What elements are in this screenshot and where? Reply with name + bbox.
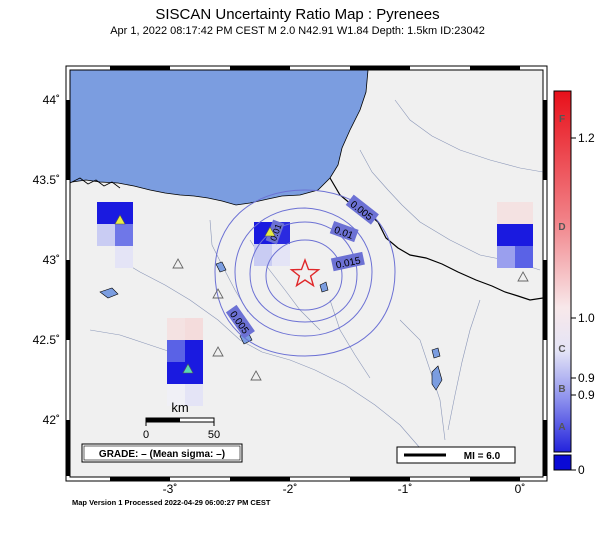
colorbar-value: 0 <box>578 463 585 477</box>
scale-unit: km <box>171 400 188 415</box>
grade-letter: F <box>559 114 565 125</box>
lon-tick-label: 0˚ <box>515 482 526 496</box>
sea-area <box>70 70 369 206</box>
grade-letter: C <box>558 344 565 355</box>
latitude-labels: 44˚ 43.5˚ 43˚ 42.5˚ 42˚ <box>33 93 60 427</box>
station-used-icon <box>264 226 276 237</box>
lon-tick-label: -2˚ <box>283 482 298 496</box>
colorbar-value: 1.0 <box>578 311 595 325</box>
station-used-icon <box>114 214 126 225</box>
grade-letter: B <box>558 384 565 395</box>
scale-left-label: 0 <box>143 429 149 441</box>
contour-label: 0.015 <box>335 255 362 271</box>
grade-letter: A <box>558 422 565 433</box>
colorbar-value: 0.9 <box>578 371 595 385</box>
lat-tick-label: 42˚ <box>43 413 60 427</box>
event-subtitle: Apr 1, 2022 08:17:42 PM CEST M 2.0 N42.9… <box>110 25 485 37</box>
scale-bar: km 0 50 <box>143 400 220 441</box>
uncertainty-cells-east <box>497 202 533 268</box>
uncertainty-cells-south <box>167 318 203 406</box>
lat-tick-label: 43.5˚ <box>33 173 60 187</box>
lat-tick-label: 44˚ <box>43 93 60 107</box>
processing-footer: Map Version 1 Processed 2022-04-29 06:00… <box>72 498 271 507</box>
mi-text: MI = 6.0 <box>464 451 501 462</box>
grade-letter: D <box>558 222 565 233</box>
colorbar-value: 0.9 <box>578 388 595 402</box>
map-title: SISCAN Uncertainty Ratio Map : Pyrenees <box>155 6 440 23</box>
colorbar-value: 1.2 <box>578 131 595 145</box>
seismic-stations <box>172 258 529 381</box>
epicenter-star-icon <box>289 257 321 288</box>
lat-tick-label: 43˚ <box>43 253 60 267</box>
station-used-icon <box>182 363 194 374</box>
uncertainty-cells-west <box>97 202 133 268</box>
mi-box: MI = 6.0 <box>396 446 516 464</box>
scale-right-label: 50 <box>208 429 220 441</box>
lat-tick-label: 42.5˚ <box>33 333 60 347</box>
longitude-labels: -3˚ -2˚ -1˚ 0˚ <box>163 482 526 496</box>
grade-box: GRADE: – (Mean sigma: –) <box>81 443 243 463</box>
lon-tick-label: -3˚ <box>163 482 178 496</box>
colorbar: F D C B A 1.2 1.0 0.9 0.9 0 <box>553 90 595 477</box>
frame-ticks <box>66 66 547 481</box>
grade-text: GRADE: – (Mean sigma: –) <box>99 449 225 460</box>
lon-tick-label: -1˚ <box>398 482 413 496</box>
